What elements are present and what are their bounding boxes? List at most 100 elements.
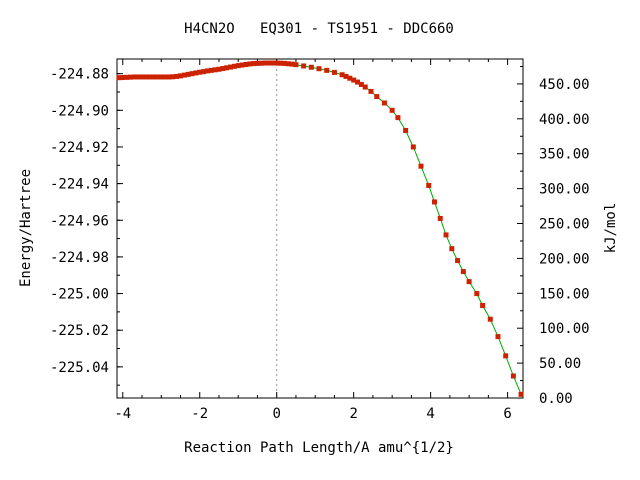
data-point (158, 74, 164, 80)
data-point (480, 302, 486, 308)
y-tick-label: -224.88 (50, 67, 109, 83)
y-tick-label: -224.90 (50, 103, 109, 119)
data-point (120, 75, 126, 81)
data-point (324, 67, 330, 73)
y-tick-label: -225.00 (50, 287, 109, 303)
y2-tick-label: 50.00 (539, 356, 581, 372)
data-point (410, 144, 416, 150)
data-point (258, 60, 264, 66)
data-point (460, 269, 466, 275)
series-line (118, 62, 522, 395)
data-point (212, 67, 218, 73)
y2-tick-label: 150.00 (539, 286, 590, 302)
y-ticks: -224.88 -224.90 -224.92 -224.94 -224.96 -224.… (50, 67, 123, 386)
data-point (247, 61, 253, 67)
data-point (139, 74, 145, 80)
data-point (131, 74, 137, 80)
data-point (518, 391, 524, 397)
data-point (124, 74, 130, 80)
data-point (231, 63, 237, 69)
data-point (362, 84, 368, 90)
y2-tick-label: 400.00 (539, 112, 590, 128)
data-point (193, 70, 199, 76)
data-point (347, 75, 353, 81)
data-point (185, 71, 191, 77)
data-point (239, 62, 245, 68)
plot-frame (116, 58, 524, 399)
data-point (474, 291, 480, 297)
y2-axis-label: kJ/mol (603, 203, 619, 254)
data-point (487, 316, 493, 322)
data-point (381, 100, 387, 106)
x-tick-label: 2 (349, 406, 357, 422)
data-point (162, 74, 168, 80)
data-point (116, 75, 122, 81)
data-point (135, 74, 141, 80)
x-ticks: -4 -2 0 2 4 6 (114, 59, 512, 422)
data-point (374, 94, 380, 100)
data-point (301, 63, 307, 69)
x-tick-label: 4 (426, 406, 434, 422)
data-point (510, 373, 516, 379)
y-tick-label: -224.94 (50, 177, 109, 193)
y2-tick-label: 250.00 (539, 217, 590, 233)
data-point (343, 73, 349, 79)
y-tick-label: -225.02 (50, 323, 109, 339)
data-point (147, 74, 153, 80)
y2-ticks: 450.00 400.00 350.00 300.00 250.00 200.00 150.… (517, 65, 590, 407)
data-point (127, 74, 133, 80)
data-point (355, 79, 361, 85)
y-tick-label: -224.92 (50, 140, 109, 156)
data-point (262, 60, 268, 66)
y-tick-label: -225.04 (50, 360, 109, 376)
x-tick-label: 6 (503, 406, 511, 422)
data-point (216, 66, 222, 72)
data-point (266, 60, 272, 66)
y2-tick-label: 450.00 (539, 77, 590, 93)
data-point (189, 71, 195, 77)
data-point (418, 163, 424, 169)
y2-tick-label: 0.00 (539, 391, 573, 407)
data-point (204, 68, 210, 74)
data-point (437, 215, 443, 221)
data-point (285, 61, 291, 67)
data-point (339, 72, 345, 78)
data-point (251, 61, 257, 67)
data-point (351, 77, 357, 83)
data-point (170, 74, 176, 80)
data-point (466, 279, 472, 285)
data-point (316, 66, 322, 72)
data-point (235, 63, 241, 69)
data-point (224, 65, 230, 71)
data-point (274, 60, 280, 66)
y2-tick-label: 100.00 (539, 321, 590, 337)
x-tick-label: 0 (272, 406, 280, 422)
data-point (154, 74, 160, 80)
data-point (503, 353, 509, 359)
data-point (395, 115, 401, 121)
y-axis-label: Energy/Hartree (18, 169, 34, 287)
data-point (403, 127, 409, 133)
data-point (455, 258, 461, 264)
data-point (177, 73, 183, 79)
data-point (166, 74, 172, 80)
x-axis-label: Reaction Path Length/A amu^{1/2} (184, 440, 454, 456)
data-point (281, 60, 287, 66)
data-point (270, 60, 276, 66)
data-point (228, 64, 234, 70)
data-point (220, 66, 226, 72)
data-point (289, 61, 295, 67)
data-point (243, 61, 249, 67)
x-tick-label: -2 (191, 406, 208, 422)
y-tick-label: -224.96 (50, 213, 109, 229)
data-point (174, 73, 180, 79)
data-point (254, 60, 260, 66)
data-point (358, 81, 364, 87)
y2-tick-label: 350.00 (539, 147, 590, 163)
data-point (331, 69, 337, 75)
data-point (278, 60, 284, 66)
data-point (368, 88, 374, 94)
data-point (443, 232, 449, 238)
data-point (431, 199, 437, 205)
y-tick-label: -224.98 (50, 250, 109, 266)
